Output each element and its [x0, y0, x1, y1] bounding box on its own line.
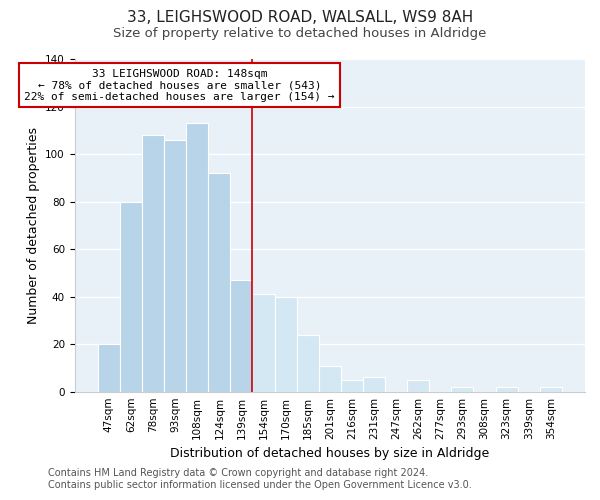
- Bar: [208, 173, 230, 392]
- Text: Size of property relative to detached houses in Aldridge: Size of property relative to detached ho…: [113, 28, 487, 40]
- Text: 33, LEIGHSWOOD ROAD, WALSALL, WS9 8AH: 33, LEIGHSWOOD ROAD, WALSALL, WS9 8AH: [127, 10, 473, 25]
- Bar: [407, 380, 429, 392]
- Bar: [451, 387, 473, 392]
- Bar: [540, 387, 562, 392]
- Y-axis label: Number of detached properties: Number of detached properties: [26, 127, 40, 324]
- Bar: [253, 294, 275, 392]
- Bar: [275, 296, 296, 392]
- Bar: [296, 334, 319, 392]
- Bar: [363, 378, 385, 392]
- Bar: [142, 135, 164, 392]
- Bar: [186, 123, 208, 392]
- Bar: [120, 202, 142, 392]
- X-axis label: Distribution of detached houses by size in Aldridge: Distribution of detached houses by size …: [170, 447, 490, 460]
- Text: 33 LEIGHSWOOD ROAD: 148sqm
← 78% of detached houses are smaller (543)
22% of sem: 33 LEIGHSWOOD ROAD: 148sqm ← 78% of deta…: [25, 68, 335, 102]
- Bar: [230, 280, 253, 392]
- Bar: [341, 380, 363, 392]
- Bar: [319, 366, 341, 392]
- Bar: [98, 344, 120, 392]
- Bar: [496, 387, 518, 392]
- Bar: [164, 140, 186, 392]
- Text: Contains HM Land Registry data © Crown copyright and database right 2024.
Contai: Contains HM Land Registry data © Crown c…: [48, 468, 472, 490]
